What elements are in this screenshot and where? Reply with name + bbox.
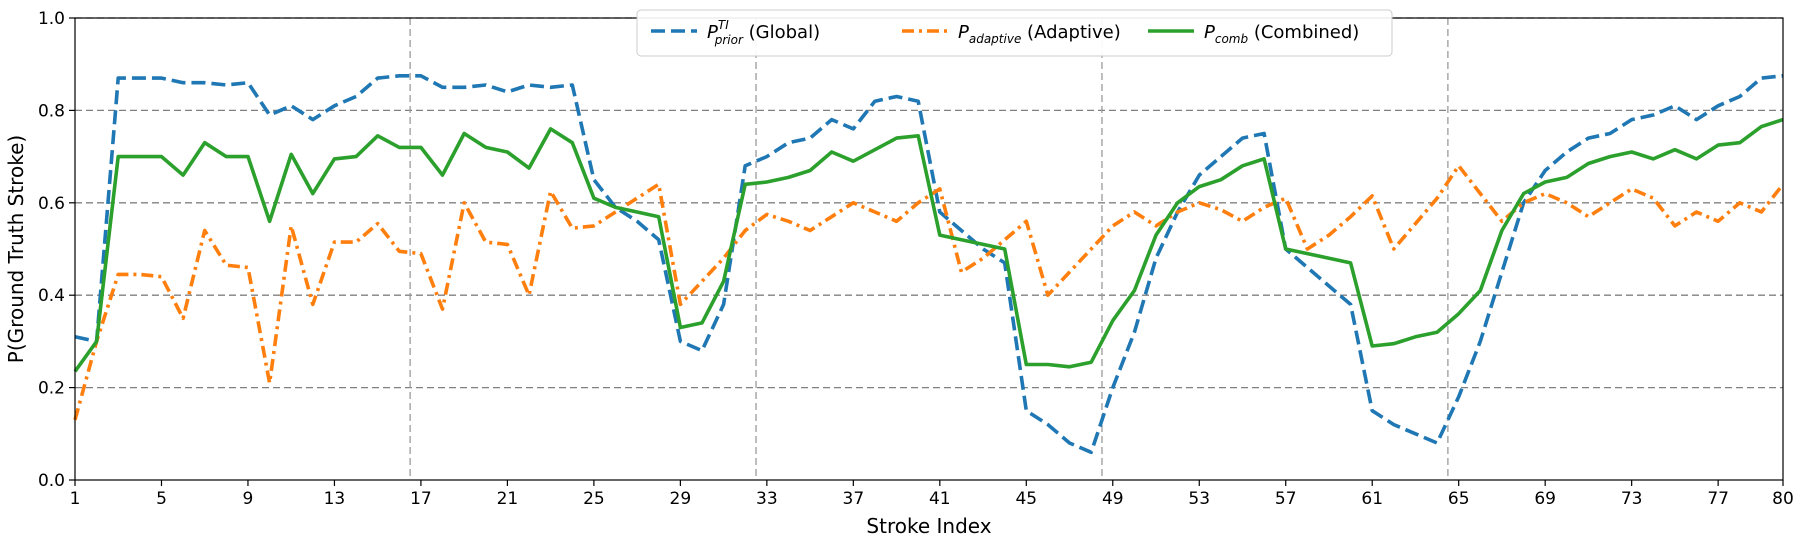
x-axis-title: Stroke Index xyxy=(866,514,991,538)
series-line-comb xyxy=(73,117,1784,373)
x-tick-label: 65 xyxy=(1448,489,1470,509)
x-tick-label: 37 xyxy=(843,489,865,509)
y-tick-label: 0.0 xyxy=(38,471,65,491)
x-tick-label: 53 xyxy=(1188,489,1210,509)
legend-box xyxy=(636,9,1393,57)
series-line-prior xyxy=(74,74,1784,455)
x-tick-label: 25 xyxy=(583,489,605,509)
x-tick-label: 41 xyxy=(929,489,951,509)
y-tick-label: 0.8 xyxy=(38,101,65,121)
x-tick-label: 5 xyxy=(156,489,167,509)
y-tick-label: 0.6 xyxy=(38,194,65,214)
x-tick-label: 80 xyxy=(1772,489,1794,509)
x-tick-label: 57 xyxy=(1275,489,1297,509)
x-tick-label: 29 xyxy=(670,489,692,509)
y-axis-title: P(Ground Truth Stroke) xyxy=(4,135,28,363)
x-tick-label: 1 xyxy=(70,489,81,509)
legend-label-comb: Pcomb (Combined) xyxy=(1204,22,1359,46)
x-tick-label: 49 xyxy=(1102,489,1124,509)
x-tick-label: 13 xyxy=(324,489,346,509)
x-tick-label: 73 xyxy=(1621,489,1643,509)
x-tick-label: 17 xyxy=(410,489,432,509)
x-tick-label: 77 xyxy=(1707,489,1729,509)
y-tick-label: 0.4 xyxy=(38,286,65,306)
legend: PTI prior (Global) Padaptive (Adaptive) Pco… xyxy=(636,9,1393,57)
series-line-adaptive xyxy=(73,164,1785,421)
legend-label-adaptive: Padaptive (Adaptive) xyxy=(958,22,1121,46)
tick-layer: 1 5 9 13 17 21 25 29 33 37 41 45 49 53 57 61 65 69 73 77 80 0… xyxy=(38,9,1794,509)
legend-label-prior: PTI prior (Global) xyxy=(707,18,820,47)
y-tick-label: 1.0 xyxy=(38,9,65,29)
x-tick-label: 69 xyxy=(1534,489,1556,509)
y-tick-label: 0.2 xyxy=(38,379,65,399)
x-tick-label: 45 xyxy=(1015,489,1037,509)
x-tick-label: 21 xyxy=(497,489,519,509)
x-tick-label: 33 xyxy=(756,489,778,509)
x-tick-label: 9 xyxy=(243,489,254,509)
x-tick-label: 61 xyxy=(1361,489,1383,509)
series-layer xyxy=(73,74,1785,455)
